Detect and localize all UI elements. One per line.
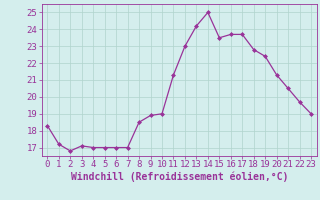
X-axis label: Windchill (Refroidissement éolien,°C): Windchill (Refroidissement éolien,°C) bbox=[70, 172, 288, 182]
